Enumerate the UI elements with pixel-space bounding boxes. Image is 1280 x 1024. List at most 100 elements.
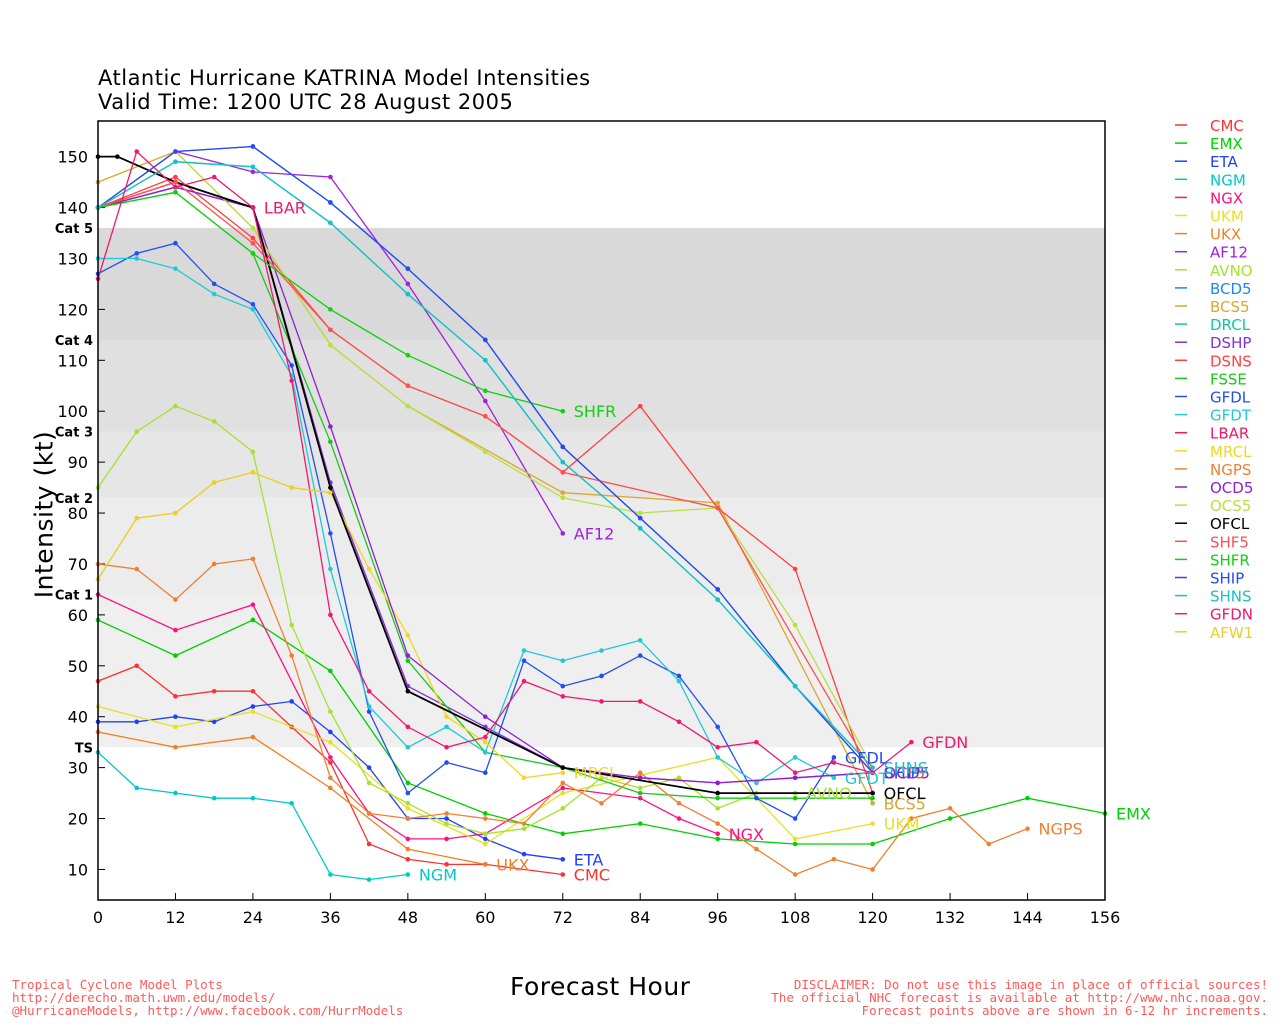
line-gfdn <box>97 150 912 774</box>
point-eta <box>328 729 333 735</box>
point-mrcl <box>560 770 566 776</box>
x-tick-label: 48 <box>398 908 418 927</box>
point-shns <box>560 459 566 465</box>
end-label-gfdl: GFDL <box>845 748 888 767</box>
legend-entry-ship: SHIP <box>1175 570 1244 588</box>
y-tick-label: 80 <box>68 504 88 523</box>
footer-disclaimer-1: DISCLAIMER: Do not use this image in pla… <box>793 977 1268 992</box>
end-label-gfdt: GFDT <box>845 769 889 788</box>
legend-label: BCS5 <box>1210 298 1250 316</box>
point-dsns <box>173 174 178 180</box>
point-gfdl <box>637 653 643 658</box>
point-bcs5 <box>870 800 875 806</box>
end-label-shfr: SHFR <box>574 402 617 421</box>
point-ocs5 <box>405 403 411 409</box>
point-gfdt <box>792 755 798 760</box>
point-ocd5 <box>792 775 798 781</box>
point-fsse <box>715 795 720 801</box>
point-af12 <box>560 531 566 536</box>
point-bcs5 <box>715 500 720 506</box>
y-tick-label: 40 <box>68 708 88 727</box>
point-shf5 <box>405 383 411 389</box>
series-shfr <box>95 189 566 414</box>
point-ngx <box>173 627 178 633</box>
point-ngps <box>1025 826 1030 832</box>
legend-label: NGPS <box>1210 461 1251 479</box>
point-ngm <box>250 795 256 801</box>
legend-label: SHNS <box>1210 588 1252 606</box>
point-eta <box>560 856 566 862</box>
point-ngm <box>366 877 372 882</box>
end-label-bcs5: BCS5 <box>884 794 926 813</box>
point-emx <box>405 780 411 786</box>
point-gfdn <box>405 724 411 730</box>
point-gfdl <box>754 795 759 801</box>
point-ukx <box>483 862 488 867</box>
series-ngps <box>95 556 1030 877</box>
point-ngx <box>637 795 643 801</box>
end-label-ofcl: OFCL <box>884 784 926 803</box>
legend-entry-ukm: UKM <box>1175 208 1244 226</box>
y-tick-label: 120 <box>57 300 88 319</box>
point-shns <box>483 358 488 363</box>
point-ofcl <box>870 790 875 796</box>
point-ukx <box>328 785 333 791</box>
point-gfdl <box>560 683 566 689</box>
series-cmc <box>95 663 566 877</box>
x-axis-label: Forecast Hour <box>510 972 691 1001</box>
legend-label: FSSE <box>1210 370 1247 388</box>
point-fsse <box>792 795 798 801</box>
point-emx <box>792 841 798 847</box>
point-ngps <box>405 816 411 821</box>
point-mrcl <box>405 632 411 638</box>
band-cat-4 <box>98 227 1105 340</box>
line-emx <box>97 619 1106 845</box>
point-fsse <box>870 795 875 801</box>
point-ngx <box>676 816 682 821</box>
point-ngps <box>676 800 682 806</box>
legend-label: LBAR <box>1210 425 1249 443</box>
point-ngps <box>173 597 178 602</box>
point-ngm <box>289 800 294 806</box>
end-label-ocd5: OCD5 <box>884 764 930 783</box>
legend-label: GFDN <box>1210 606 1253 624</box>
point-ngps <box>560 780 566 786</box>
line-ngx <box>97 593 718 840</box>
legend-entry-avno: AVNO <box>1175 262 1253 280</box>
legend-entry-lbar: LBAR <box>1175 425 1249 443</box>
end-label-ukm: UKM <box>884 815 920 834</box>
point-ngps <box>366 811 372 816</box>
legend-label: BCD5 <box>1210 280 1252 298</box>
point-afw1 <box>134 515 140 521</box>
legend-entry-eta: ETA <box>1175 153 1238 171</box>
point-bcs5 <box>560 490 566 495</box>
legend-label: OCD5 <box>1210 479 1253 497</box>
legend-label: CMC <box>1210 117 1244 135</box>
y-tick-label: 10 <box>68 860 88 879</box>
point-ngps <box>986 841 992 847</box>
point-gfdl <box>328 531 333 536</box>
point-shns <box>250 164 256 170</box>
footer-disclaimer-3: Forecast points above are shown in 6-12 … <box>861 1003 1268 1018</box>
point-gfdt <box>754 780 759 786</box>
point-avno <box>173 403 178 409</box>
point-gfdn <box>560 694 566 699</box>
point-cmc <box>134 663 140 669</box>
x-tick-label: 72 <box>553 908 573 927</box>
point-gfdt <box>444 724 449 730</box>
legend: CMCEMXETANGMNGXUKMUKXAF12AVNOBCD5BCS5DRC… <box>1175 117 1253 642</box>
series-shns <box>95 159 875 770</box>
point-ngps <box>289 653 294 658</box>
point-ngps <box>754 846 759 852</box>
end-label-gfdn: GFDN <box>922 733 968 752</box>
legend-label: UKM <box>1210 208 1244 226</box>
point-gfdl <box>173 240 178 246</box>
legend-label: AFW1 <box>1210 624 1253 642</box>
point-ngps <box>328 775 333 781</box>
point-ship <box>250 144 256 149</box>
end-label-eta: ETA <box>574 850 604 869</box>
point-af12 <box>483 398 488 404</box>
legend-entry-ngm: NGM <box>1175 171 1246 189</box>
y-axis-label: Intensity (kt) <box>29 430 59 599</box>
point-gfdn <box>250 205 256 210</box>
